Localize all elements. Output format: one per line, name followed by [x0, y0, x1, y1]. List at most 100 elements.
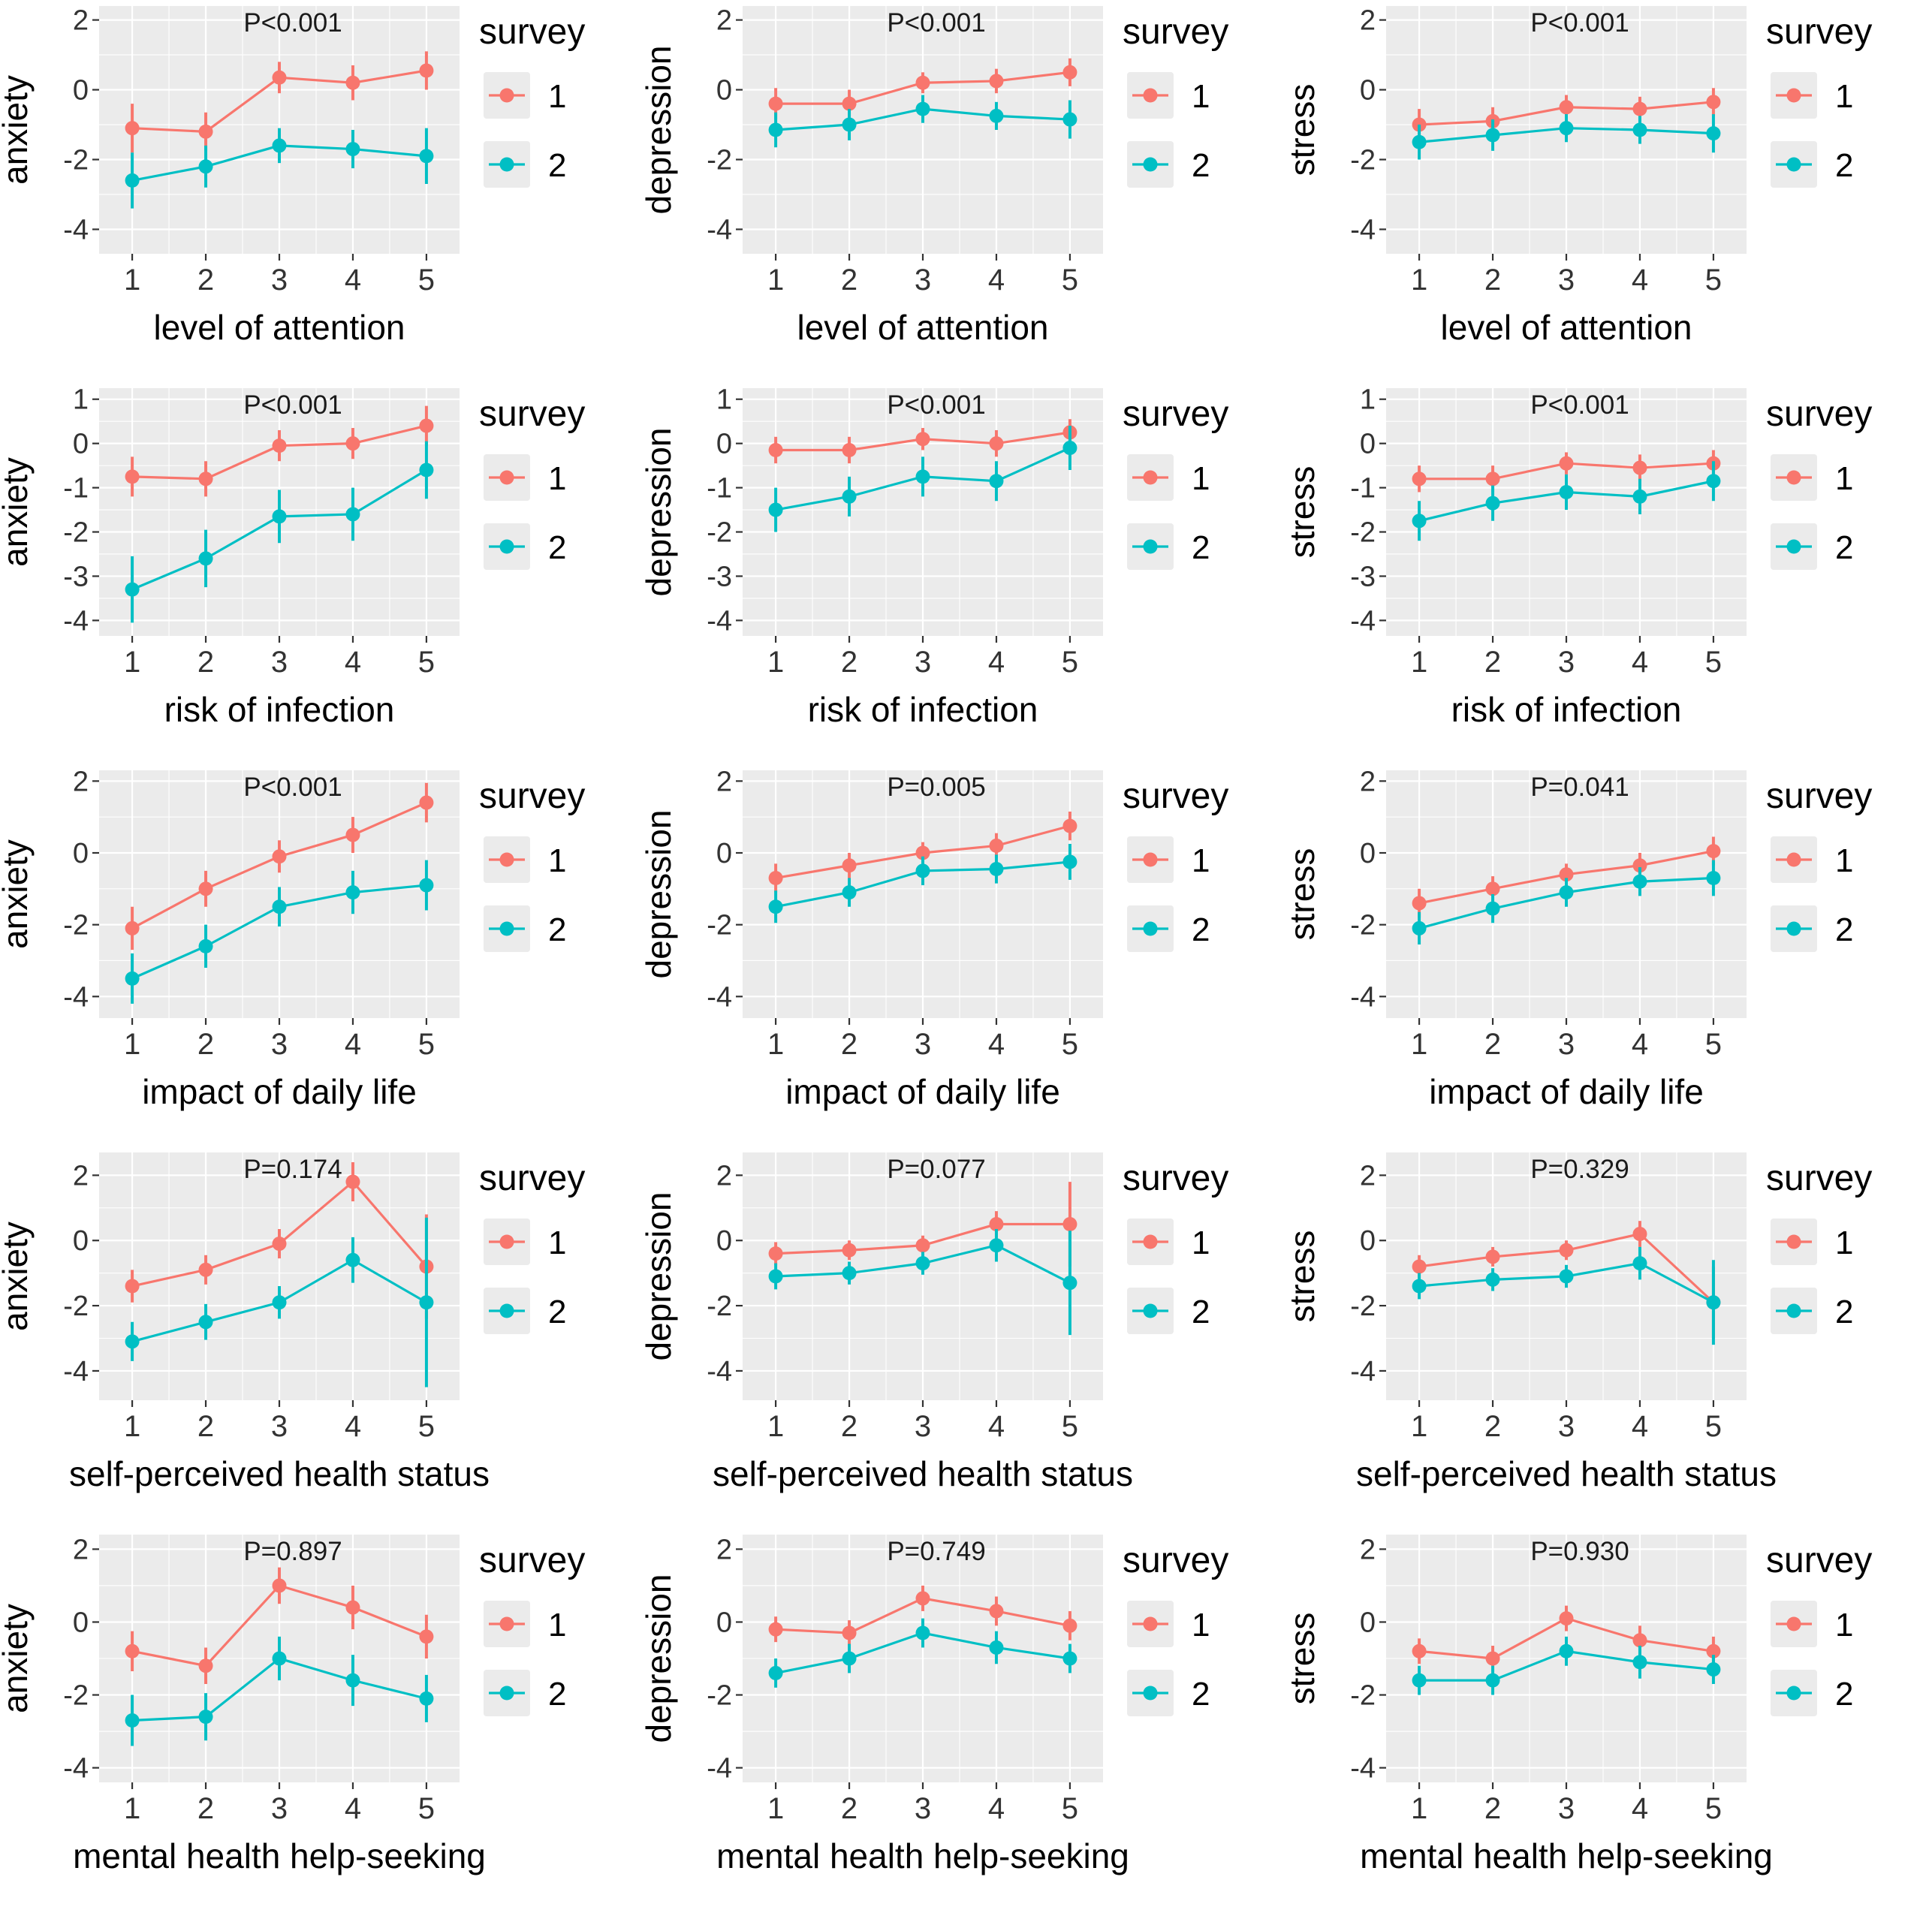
data-point — [198, 881, 213, 896]
legend-title: survey — [1766, 12, 1872, 52]
axes: 1 2 3 4 5 2 0 -2 -4 — [707, 766, 1078, 1061]
y-tick-label: -4 — [707, 605, 732, 637]
legend-title: survey — [479, 1158, 585, 1198]
chart-depression-vs-self-perceived-health-status: 1 2 3 4 5 2 0 -2 -4 depression self-perceived heal… — [643, 1146, 1287, 1529]
data-point — [1062, 854, 1078, 869]
x-tick-label: 5 — [1062, 1028, 1078, 1061]
y-tick-label: -3 — [63, 561, 89, 592]
y-tick-label: 2 — [716, 1160, 732, 1191]
data-point — [1062, 65, 1078, 80]
x-axis-title: impact of daily life — [142, 1072, 417, 1111]
data-point — [842, 885, 857, 900]
data-point — [1485, 496, 1500, 511]
data-point — [1559, 867, 1574, 882]
data-point — [345, 75, 360, 90]
axes: 1 2 3 4 5 2 0 -2 -4 — [1350, 1534, 1722, 1825]
axes: 1 2 3 4 5 1 0 -1 -2 -3 -4 — [707, 384, 1078, 679]
x-tick-label: 3 — [271, 1028, 288, 1061]
y-tick-label: -2 — [1350, 1680, 1376, 1712]
x-tick-label: 4 — [988, 646, 1005, 679]
x-axis-title: level of attention — [153, 308, 405, 347]
legend-key-point — [1143, 88, 1158, 103]
data-point — [1062, 112, 1078, 127]
legend-key-point — [1786, 539, 1801, 554]
data-point — [419, 418, 434, 433]
legend-title: survey — [479, 1541, 585, 1580]
chart-svg: 1 2 3 4 5 2 0 -2 -4 anxiety self-perceived health … — [0, 1152, 585, 1493]
data-point — [1485, 881, 1500, 896]
data-point — [989, 436, 1004, 451]
data-point — [345, 142, 360, 157]
x-tick-label: 4 — [1632, 646, 1648, 679]
legend-item-label: 1 — [1192, 1607, 1210, 1643]
data-point — [198, 159, 213, 174]
legend-key-point — [1143, 1616, 1158, 1631]
series-2 — [1412, 461, 1721, 541]
chart-stress-vs-self-perceived-health-status: 1 2 3 4 5 2 0 -2 -4 stress self-perceived health s… — [1287, 1146, 1930, 1529]
series-1 — [1412, 450, 1721, 493]
data-point — [915, 101, 930, 116]
series-1 — [1412, 1605, 1721, 1671]
p-value-label: P=0.930 — [1530, 1537, 1629, 1566]
y-tick-label: 0 — [1360, 75, 1376, 107]
data-point — [345, 1252, 360, 1267]
chart-stress-vs-risk-of-infection: 1 2 3 4 5 1 0 -1 -2 -3 -4 stress risk of infection P<… — [1287, 382, 1930, 764]
x-axis-title: self-perceived health status — [713, 1454, 1133, 1493]
x-axis-title: level of attention — [797, 308, 1048, 347]
legend-title: survey — [1123, 394, 1228, 434]
data-point — [1559, 484, 1574, 499]
data-point — [272, 509, 287, 524]
gridlines — [99, 1535, 460, 1782]
data-point — [345, 507, 360, 522]
chart-anxiety-vs-self-perceived-health-status: 1 2 3 4 5 2 0 -2 -4 anxiety self-perceived health … — [0, 1146, 643, 1529]
x-tick-label: 2 — [841, 1792, 857, 1825]
data-point — [768, 1269, 783, 1284]
gridlines — [743, 1152, 1103, 1400]
p-value-label: P=0.077 — [887, 1155, 985, 1184]
legend-title: survey — [479, 776, 585, 816]
legend-key-point — [1786, 852, 1801, 867]
y-tick-label: -2 — [63, 1291, 89, 1322]
data-point — [1632, 122, 1647, 137]
x-tick-label: 3 — [915, 1410, 931, 1443]
legend-key-point — [1143, 1686, 1158, 1701]
chart-depression-vs-risk-of-infection: 1 2 3 4 5 1 0 -1 -2 -3 -4 depression risk of infecti… — [643, 382, 1287, 764]
x-axis-title: self-perceived health status — [69, 1454, 490, 1493]
axes: 1 2 3 4 5 2 0 -2 -4 — [1350, 1160, 1722, 1443]
series-1 — [125, 782, 434, 950]
data-point — [419, 462, 434, 477]
y-axis-title: stress — [1287, 84, 1322, 176]
x-tick-label: 5 — [1062, 646, 1078, 679]
data-point — [125, 121, 140, 136]
x-tick-label: 3 — [1558, 646, 1575, 679]
data-point — [272, 1651, 287, 1666]
axes: 1 2 3 4 5 2 0 -2 -4 — [707, 1534, 1078, 1825]
data-point — [1412, 1673, 1427, 1688]
legend-item-label: 2 — [1192, 529, 1210, 566]
legend-item-label: 2 — [548, 147, 566, 184]
data-point — [1632, 489, 1647, 504]
axes: 1 2 3 4 5 1 0 -1 -2 -3 -4 — [63, 384, 435, 679]
axes: 1 2 3 4 5 2 0 -2 -4 — [63, 1534, 435, 1825]
x-axis-title: impact of daily life — [1429, 1072, 1704, 1111]
series-2 — [1412, 1246, 1721, 1345]
legend-item-label: 2 — [1835, 1294, 1853, 1330]
series-2 — [1412, 1636, 1721, 1695]
series-2 — [125, 860, 434, 1004]
x-tick-label: 4 — [1632, 264, 1648, 297]
y-axis-title: depression — [643, 45, 678, 214]
data-point — [989, 1640, 1004, 1655]
legend-item-label: 2 — [1192, 911, 1210, 948]
y-axis-title: anxiety — [0, 75, 35, 185]
x-tick-label: 1 — [767, 1792, 784, 1825]
data-point — [1485, 1272, 1500, 1287]
x-tick-label: 2 — [1484, 1410, 1501, 1443]
legend-item-label: 1 — [548, 78, 566, 115]
legend: survey 1 2 — [479, 776, 585, 952]
y-tick-label: -4 — [63, 1356, 89, 1387]
data-point — [1632, 874, 1647, 889]
legend-item-label: 1 — [1192, 460, 1210, 497]
legend-title: survey — [1766, 1158, 1872, 1198]
x-tick-label: 3 — [915, 646, 931, 679]
y-tick-label: 0 — [716, 1607, 732, 1638]
